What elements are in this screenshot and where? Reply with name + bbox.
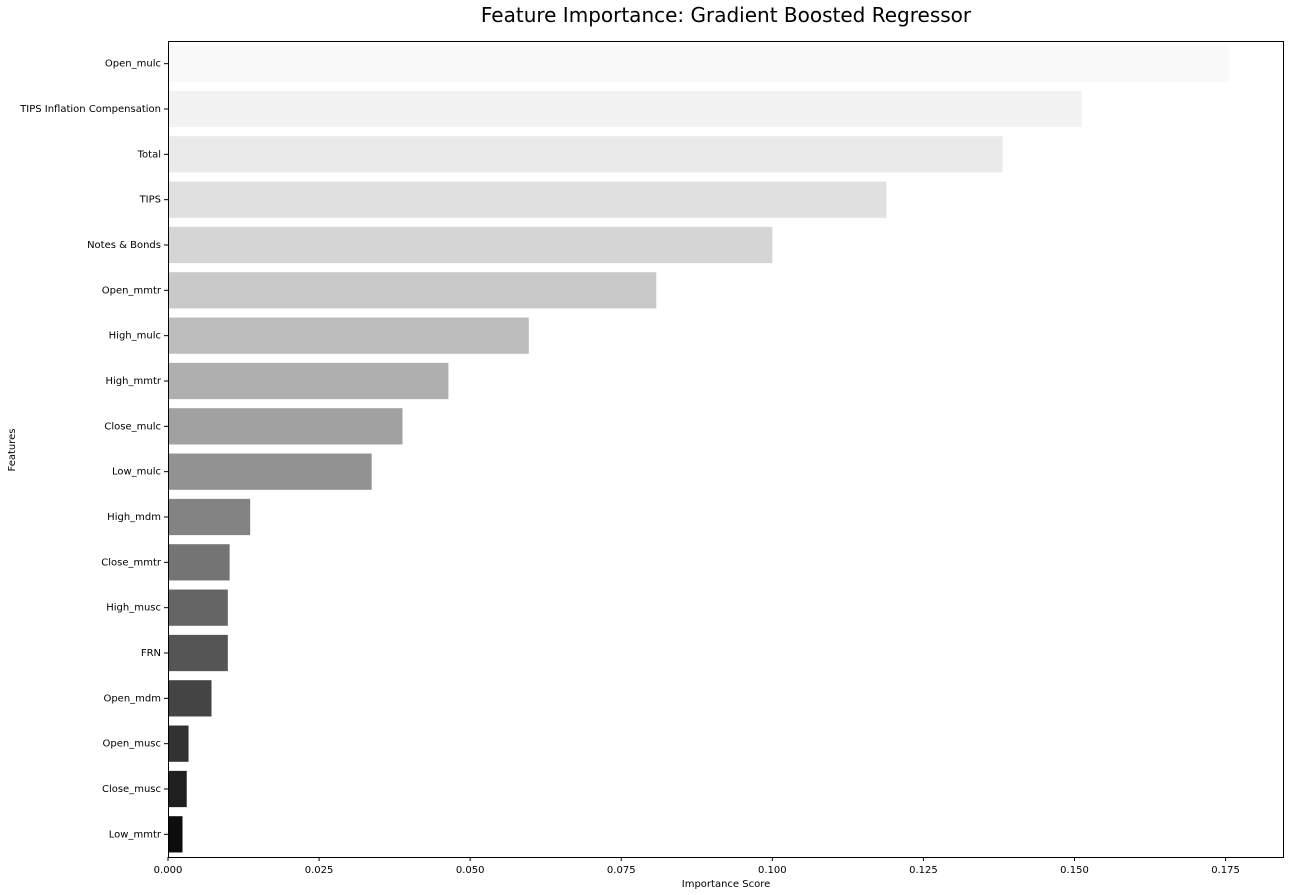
x-tick-label-4: 0.100 bbox=[758, 865, 787, 876]
y-tick-label-16: Close_musc bbox=[102, 784, 161, 795]
bar-1 bbox=[168, 90, 1082, 128]
y-tick-label-4: Notes & Bonds bbox=[87, 240, 161, 251]
bar-11 bbox=[168, 544, 230, 581]
bar-4 bbox=[168, 226, 773, 264]
y-tick-label-3: TIPS bbox=[139, 195, 161, 206]
bar-9 bbox=[168, 453, 372, 490]
y-tick-label-1: TIPS Inflation Compensation bbox=[19, 104, 161, 115]
bar-14 bbox=[168, 680, 212, 717]
bar-12 bbox=[168, 589, 228, 626]
x-tick-label-3: 0.075 bbox=[607, 865, 636, 876]
bar-6 bbox=[168, 317, 529, 354]
y-tick-label-10: High_mdm bbox=[107, 512, 161, 523]
bar-2 bbox=[168, 136, 1003, 173]
bar-10 bbox=[168, 498, 251, 536]
x-tick-label-5: 0.125 bbox=[909, 865, 938, 876]
x-tick-label-6: 0.150 bbox=[1060, 865, 1089, 876]
y-tick-label-11: Close_mmtr bbox=[101, 557, 162, 568]
y-tick-label-7: High_mmtr bbox=[106, 376, 162, 387]
bar-0 bbox=[168, 45, 1230, 82]
plot-frame bbox=[168, 41, 1284, 858]
y-tick-label-17: Low_mmtr bbox=[109, 829, 162, 840]
y-axis-label: Features bbox=[7, 429, 18, 472]
y-tick-label-9: Low_mulc bbox=[112, 467, 161, 478]
chart-title: Feature Importance: Gradient Boosted Reg… bbox=[481, 3, 972, 27]
y-tick-label-15: Open_musc bbox=[103, 739, 162, 750]
y-tick-label-2: Total bbox=[137, 149, 161, 160]
y-axis: Open_mulc TIPS Inflation Compensation Tota… bbox=[19, 59, 168, 840]
y-tick-label-6: High_mulc bbox=[109, 331, 161, 342]
x-axis-label: Importance Score bbox=[682, 879, 771, 890]
x-tick-label-1: 0.025 bbox=[305, 865, 334, 876]
y-tick-label-14: Open_mdm bbox=[103, 693, 161, 704]
y-tick-label-12: High_musc bbox=[106, 603, 161, 614]
y-tick-label-13: FRN bbox=[141, 648, 161, 659]
bar-13 bbox=[168, 634, 228, 672]
bar-3 bbox=[168, 181, 887, 218]
bar-15 bbox=[168, 725, 189, 762]
bar-5 bbox=[168, 272, 657, 309]
bar-17 bbox=[168, 816, 183, 853]
bar-16 bbox=[168, 770, 187, 808]
x-axis: 0.000 0.025 0.050 0.075 0.100 0.125 0.150 0.175 bbox=[154, 857, 1240, 876]
y-tick-label-5: Open_mmtr bbox=[102, 285, 162, 296]
y-tick-label-0: Open_mulc bbox=[105, 59, 161, 70]
x-tick-label-7: 0.175 bbox=[1211, 865, 1240, 876]
bars-layer bbox=[168, 45, 1230, 853]
bar-7 bbox=[168, 362, 449, 400]
y-tick-label-8: Close_mulc bbox=[104, 421, 161, 432]
x-tick-label-0: 0.000 bbox=[154, 865, 183, 876]
bar-8 bbox=[168, 408, 403, 445]
x-tick-label-2: 0.050 bbox=[456, 865, 485, 876]
